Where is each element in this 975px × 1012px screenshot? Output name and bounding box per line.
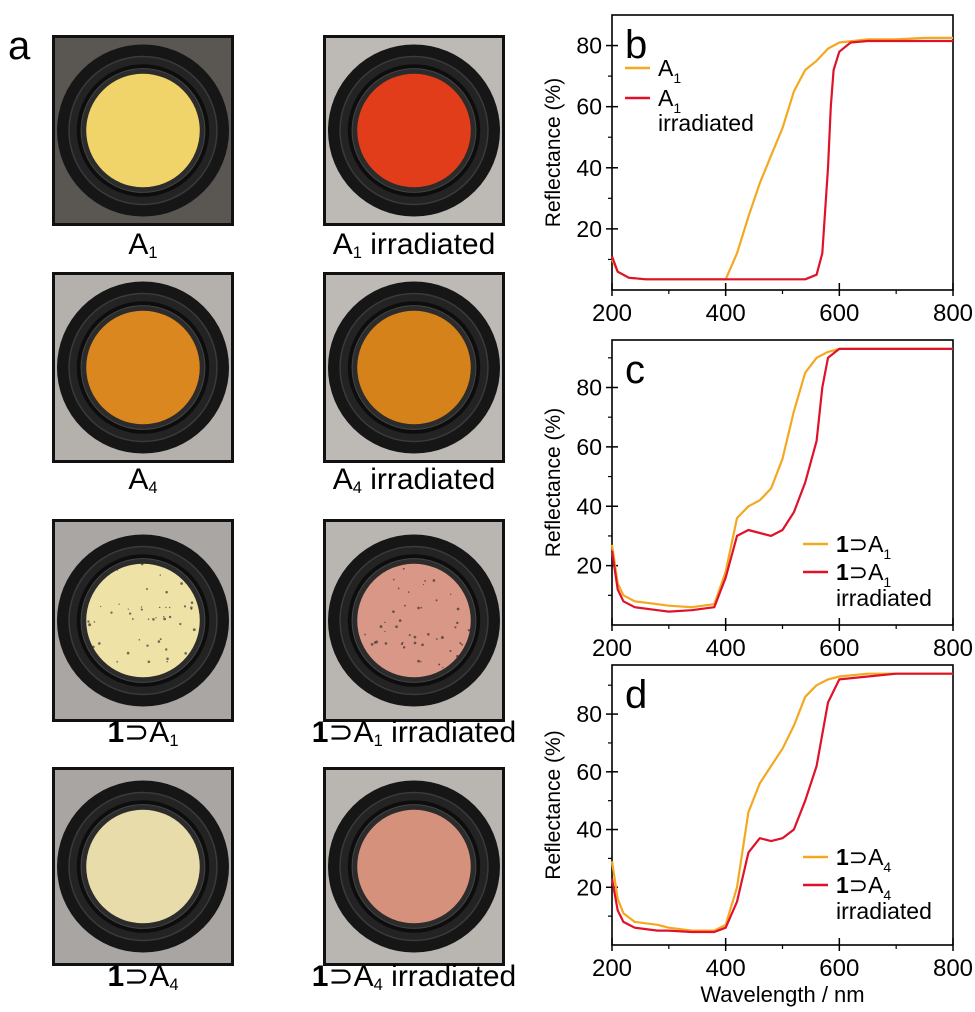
panel-label-b: b	[625, 23, 647, 67]
y-tick-label: 40	[576, 493, 602, 519]
sample-photo-1A4	[52, 767, 234, 966]
sample-disc	[86, 563, 200, 678]
sample-caption-1A1-irr: 1⊃A1 irradiated	[311, 716, 517, 751]
sample-photo-A1-irr	[323, 35, 505, 226]
x-tick-label: 800	[933, 300, 973, 327]
y-tick-label: 60	[576, 434, 602, 460]
x-axis-label: Wavelength / nm	[700, 982, 864, 1007]
x-tick-label: 200	[592, 635, 632, 662]
plot-frame	[611, 339, 954, 626]
sample-caption-1A4: 1⊃A4	[107, 960, 179, 995]
sample-caption-A1-irr: A1 irradiated	[332, 228, 496, 263]
x-tick-label: 600	[819, 635, 859, 662]
x-tick-label: 800	[933, 955, 973, 982]
y-tick-label: 60	[576, 94, 602, 120]
chart-panel-d: d 200 400 600 800 20 40 60 80 Reflectance (%) Wave…	[542, 664, 973, 1007]
sample-caption-A1: A1	[128, 228, 158, 263]
y-tick-label: 20	[576, 553, 602, 579]
series-line-original	[610, 347, 953, 609]
x-tick-label: 400	[706, 635, 746, 662]
sample-caption-A4: A4	[128, 463, 158, 498]
legend-label-line2: irradiated	[836, 585, 932, 611]
y-tick-label: 40	[576, 155, 602, 181]
chart-panel-b: b 200 400 600 800 20 40 60 80 Reflectance (%) A1A1…	[542, 14, 973, 327]
y-tick-label: 60	[576, 759, 602, 785]
panel-label-a: a	[8, 24, 31, 68]
sample-disc	[86, 73, 200, 188]
sample-caption-1A4-irr: 1⊃A4 irradiated	[311, 960, 517, 995]
sample-photo-A4-irr	[323, 272, 505, 463]
x-tick-label: 600	[819, 300, 859, 327]
sample-photo-1A1-irr	[323, 519, 505, 722]
y-tick-label: 80	[576, 33, 602, 59]
sample-disc	[357, 809, 471, 924]
sample-photo-1A4-irr	[323, 767, 505, 966]
y-tick-label: 20	[576, 874, 602, 900]
legend-label-line2: irradiated	[658, 110, 754, 136]
x-tick-label: 600	[819, 955, 859, 982]
y-tick-label: 80	[576, 375, 602, 401]
x-tick-label: 400	[706, 300, 746, 327]
sample-disc	[357, 73, 471, 188]
y-axis-label: Reflectance (%)	[542, 78, 565, 227]
sample-caption-A4-irr: A4 irradiated	[332, 463, 496, 498]
legend-label-line2: irradiated	[836, 898, 932, 924]
series-line-irradiated	[610, 672, 953, 934]
x-tick-label: 800	[933, 635, 973, 662]
series-line-irradiated	[610, 39, 953, 281]
sample-photo-1A1	[52, 519, 234, 722]
chart-panel-c: c 200 400 600 800 20 40 60 80 Reflectance (%) 1⊃A1…	[542, 339, 973, 662]
legend-label: 1⊃A4	[836, 872, 891, 903]
panel-label-c: c	[625, 348, 645, 392]
legend-label: 1⊃A1	[836, 559, 891, 590]
legend-label: A1	[658, 85, 681, 116]
sample-photo-A4	[52, 272, 234, 463]
sample-disc	[357, 310, 471, 425]
sample-disc	[357, 563, 471, 678]
legend-label: 1⊃A1	[836, 531, 891, 562]
panel-label-d: d	[625, 673, 647, 717]
series-line-original	[610, 672, 953, 932]
legend-label: A1	[658, 55, 681, 86]
y-tick-label: 20	[576, 216, 602, 242]
legend-label: 1⊃A4	[836, 844, 891, 875]
y-tick-label: 40	[576, 817, 602, 843]
y-tick-label: 80	[576, 701, 602, 727]
y-axis-label: Reflectance (%)	[542, 408, 565, 557]
sample-caption-1A1: 1⊃A1	[107, 716, 179, 751]
sample-disc	[86, 809, 200, 924]
sample-photo-A1	[52, 35, 234, 226]
series-line-irradiated	[610, 347, 953, 613]
y-axis-label: Reflectance (%)	[542, 730, 565, 879]
x-tick-label: 400	[706, 955, 746, 982]
x-tick-label: 200	[592, 955, 632, 982]
sample-disc	[86, 310, 200, 425]
x-tick-label: 200	[592, 300, 632, 327]
